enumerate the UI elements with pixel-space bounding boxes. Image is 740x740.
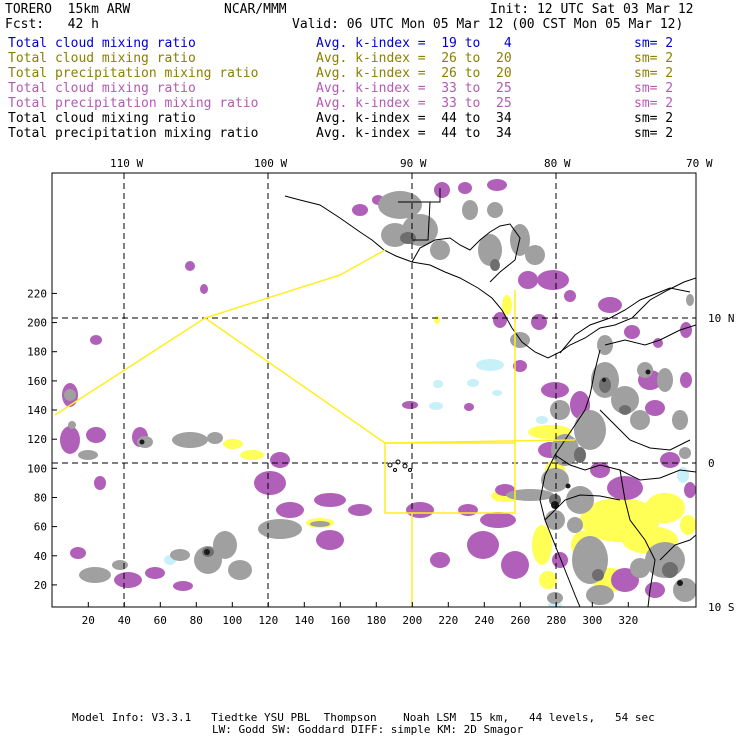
y-tick-label: 180 [27,346,47,359]
model-info-line1: Model Info: V3.3.1 Tiedtke YSU PBL Thomp… [72,711,655,724]
nest-domain-outlines [54,249,576,607]
valid-time: Valid: 06 UTC Mon 05 Mar 12 (00 CST Mon … [292,17,684,32]
legend-field: Total cloud mixing ratio [8,51,196,66]
init-time: Init: 12 UTC Sat 03 Mar 12 [490,2,694,17]
legend-field: Total precipitation mixing ratio [8,126,259,141]
y-tick-labels: 20 40 60 80 100 120 140 160 180 200 220 [27,287,47,592]
map-frame [51,172,697,608]
legend-index: Avg. k-index = 26 to 20 [316,66,512,81]
y-tick-label: 140 [27,404,47,417]
legend-index: Avg. k-index = 44 to 34 [316,126,512,141]
lon-label: 90 W [400,157,427,170]
x-tick-label: 140 [294,614,314,627]
x-tick-label: 80 [190,614,203,627]
legend-sm: sm= 2 [634,126,674,141]
legend-index: Avg. k-index = 26 to 20 [316,51,512,66]
dark-core-field [202,232,678,581]
legend-index: Avg. k-index = 33 to 25 [316,81,512,96]
legend-index: Avg. k-index = 44 to 34 [316,111,512,126]
legend-sm: sm= 2 [634,66,674,81]
legend-index: Avg. k-index = 19 to 4 [316,36,512,51]
legend-sm: sm= 2 [634,96,674,111]
x-tick-label: 120 [258,614,278,627]
y-tick-label: 160 [27,375,47,388]
x-tick-labels: 20 40 60 80 100 120 140 160 180 200 220 240 260 280 30… [82,614,639,627]
model-name: TORERO 15km ARW [5,2,131,17]
black-core-field [139,369,683,586]
x-tick-label: 20 [82,614,95,627]
y-tick-label: 80 [34,492,47,505]
legend-field: Total cloud mixing ratio [8,36,196,51]
x-tick-label: 160 [330,614,350,627]
model-info-line2: LW: Godd SW: Goddard DIFF: simple KM: 2D… [212,723,524,736]
legend-field: Total cloud mixing ratio [8,81,196,96]
y-tick-label: 120 [27,433,47,446]
y-tick-label: 40 [34,550,47,563]
legend-index: Avg. k-index = 33 to 25 [316,96,512,111]
x-tick-label: 280 [546,614,566,627]
legend-sm: sm= 2 [634,81,674,96]
x-tick-label: 220 [438,614,458,627]
y-tick-label: 220 [27,287,47,300]
x-tick-label: 300 [582,614,602,627]
lat-label: 10 S [708,601,735,614]
x-tick-label: 100 [222,614,242,627]
lon-label: 110 W [110,157,143,170]
axis-ticks [52,292,629,607]
y-tick-label: 200 [27,317,47,330]
y-tick-label: 100 [27,462,47,475]
center-name: NCAR/MMM [224,2,287,17]
lat-label: 0 [708,457,715,470]
x-tick-label: 60 [154,614,167,627]
x-tick-label: 40 [118,614,131,627]
lon-label: 80 W [544,157,571,170]
y-tick-label: 20 [34,579,47,592]
legend-field: Total precipitation mixing ratio [8,66,259,81]
lat-label: 10 N [708,312,735,325]
lon-label: 70 W [686,157,713,170]
y-tick-label: 60 [34,521,47,534]
lon-label: 100 W [254,157,287,170]
legend-field: Total precipitation mixing ratio [8,96,259,111]
legend-field: Total cloud mixing ratio [8,111,196,126]
coastlines [284,188,696,607]
legend-sm: sm= 2 [634,51,674,66]
x-tick-label: 240 [474,614,494,627]
legend-sm: sm= 2 [634,36,674,51]
x-tick-label: 200 [402,614,422,627]
x-tick-label: 180 [366,614,386,627]
x-tick-label: 320 [618,614,638,627]
forecast-hour: Fcst: 42 h [5,17,99,32]
x-tick-label: 260 [510,614,530,627]
legend-sm: sm= 2 [634,111,674,126]
